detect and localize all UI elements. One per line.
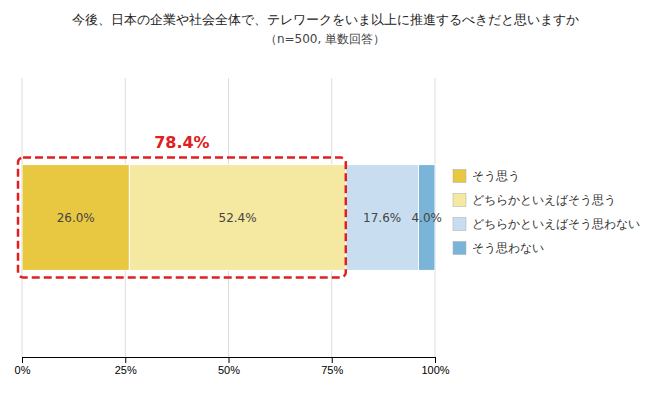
tick: 50%	[218, 357, 240, 376]
tick: 100%	[421, 357, 449, 376]
bar-segment	[346, 165, 419, 271]
tick-label: 75%	[321, 364, 343, 376]
tick: 25%	[115, 357, 137, 376]
tick-mark	[332, 357, 333, 363]
tick: 75%	[321, 357, 343, 376]
x-axis: 0% 25% 50% 75% 100%	[15, 357, 450, 376]
legend: そう思うどちらかといえばそう思うどちらかといえばそう思わないそう思わない	[453, 169, 640, 255]
axis-line	[23, 358, 436, 364]
tick-mark	[125, 357, 126, 363]
data-labels: 26.0% 52.4% 17.6% 4.0%	[57, 211, 442, 225]
bar-segment	[129, 165, 345, 271]
tick-mark	[435, 357, 436, 363]
legend-label: どちらかといえばそう思わない	[472, 217, 640, 231]
title-group: 今後、日本の企業や社会全体で、テレワークをいま以上に推進するべきだと思いますか （…	[72, 12, 579, 46]
tick-mark	[229, 357, 230, 363]
bars	[22, 165, 435, 271]
legend-swatch	[453, 194, 466, 207]
chart: 今後、日本の企業や社会全体で、テレワークをいま以上に推進するべきだと思いますか （…	[0, 0, 650, 397]
plot: 26.0% 52.4% 17.6% 4.0% 78.4% 0% 25% 50% 75% 100%	[15, 78, 450, 376]
bar-segment	[22, 165, 129, 271]
legend-swatch	[453, 218, 466, 231]
data-label: 52.4%	[219, 211, 257, 225]
legend-label: そう思わない	[472, 241, 544, 255]
grid	[22, 78, 435, 357]
tick-mark	[22, 357, 23, 363]
annotation-label: 78.4%	[154, 133, 210, 152]
tick: 0%	[15, 357, 31, 376]
legend-label: どちらかといえばそう思う	[472, 193, 616, 207]
legend-label: そう思う	[472, 169, 520, 183]
data-label: 26.0%	[57, 211, 95, 225]
annotation-bracket	[18, 158, 346, 278]
tick-label: 0%	[15, 364, 31, 376]
legend-item: どちらかといえばそう思わない	[453, 217, 640, 231]
subtitle: （n=500, 単数回答）	[265, 32, 385, 46]
legend-swatch	[453, 170, 466, 183]
legend-item: どちらかといえばそう思う	[453, 193, 616, 207]
tick-label: 25%	[115, 364, 137, 376]
legend-item: そう思わない	[453, 241, 544, 255]
tick-label: 50%	[218, 364, 240, 376]
legend-item: そう思う	[453, 169, 520, 183]
data-label: 4.0%	[411, 211, 442, 225]
tick-label: 100%	[421, 364, 449, 376]
data-label: 17.6%	[363, 211, 401, 225]
title: 今後、日本の企業や社会全体で、テレワークをいま以上に推進するべきだと思いますか	[72, 12, 579, 27]
legend-swatch	[453, 242, 466, 255]
